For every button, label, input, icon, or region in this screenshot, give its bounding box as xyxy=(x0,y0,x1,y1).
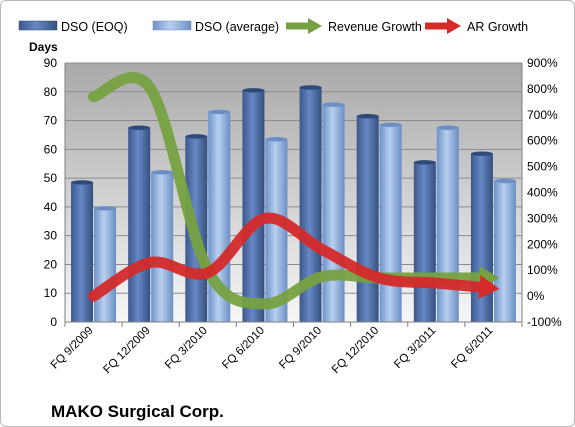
legend-arrow-revenue-growth xyxy=(308,18,322,34)
y-axis-label: Days xyxy=(29,40,58,54)
y-tick-label: 0 xyxy=(50,315,57,329)
y2-tick-label: 200% xyxy=(527,237,558,251)
bar-cap xyxy=(413,160,436,165)
y2-tick-label: 300% xyxy=(527,211,558,225)
bar-dso-eoq xyxy=(413,162,436,322)
bar-dso-eoq xyxy=(299,87,322,322)
bar-dso-eoq xyxy=(71,182,94,322)
legend-label-ar-growth: AR Growth xyxy=(467,20,528,34)
bar-cap xyxy=(470,151,493,156)
y2-tick-label: -100% xyxy=(527,315,562,329)
bar-dso-eoq xyxy=(356,116,379,322)
legend: DSO (EOQ) DSO (average) Revenue Growth AR G… xyxy=(18,18,528,34)
x-tick-label: FQ 3/2010 xyxy=(163,325,210,372)
bar-dso-average xyxy=(94,208,117,322)
legend-label-revenue-growth: Revenue Growth xyxy=(328,20,422,34)
bar-dso-average xyxy=(322,104,345,322)
y2-tick-label: 800% xyxy=(527,82,558,96)
bar-cap xyxy=(265,137,288,142)
y-tick-label: 30 xyxy=(44,229,58,243)
bar-cap xyxy=(185,134,208,139)
x-tick-label: FQ 3/2011 xyxy=(392,325,438,371)
x-tick-label: FQ 6/2010 xyxy=(220,325,267,372)
legend-label-dso-eoq: DSO (EOQ) xyxy=(61,20,128,34)
y-tick-label: 80 xyxy=(44,85,58,99)
x-tick-label: FQ 12/2010 xyxy=(330,325,381,376)
bar-dso-eoq xyxy=(242,90,265,322)
y-tick-label: 50 xyxy=(44,171,58,185)
bar-dso-eoq xyxy=(128,127,151,322)
y2-tick-label: 500% xyxy=(527,160,558,174)
bar-cap xyxy=(208,109,231,115)
y-tick-label: 90 xyxy=(44,56,58,70)
x-tick-label: FQ 12/2009 xyxy=(101,325,152,376)
y2-tick-label: 900% xyxy=(527,56,558,70)
arrowhead-ar-growth xyxy=(478,275,500,300)
y2-tick-label: 0% xyxy=(527,289,545,303)
chart-title: MAKO Surgical Corp. xyxy=(51,402,224,421)
bar-cap xyxy=(242,88,265,93)
legend-arrow-ar-growth xyxy=(447,18,461,34)
bar-dso-average xyxy=(493,180,516,322)
y-tick-label: 60 xyxy=(44,142,58,156)
bar-cap xyxy=(436,125,459,130)
legend-swatch-dso-average xyxy=(152,20,192,31)
legend-label-dso-average: DSO (average) xyxy=(195,20,279,34)
bar-cap xyxy=(379,122,402,128)
y-tick-label: 10 xyxy=(44,286,58,300)
bar-cap xyxy=(128,125,151,130)
bar-dso-average xyxy=(151,172,174,322)
x-tick-label: FQ 6/2011 xyxy=(449,325,495,371)
bar-cap xyxy=(356,114,379,119)
bar-dso-average xyxy=(436,127,459,322)
bar-cap xyxy=(322,102,345,107)
line-ar-growth xyxy=(88,212,485,302)
bar-cap xyxy=(94,206,117,211)
line-series xyxy=(88,72,500,310)
bar-cap xyxy=(299,85,322,90)
y-tick-label: 70 xyxy=(44,114,58,128)
bar-cap xyxy=(493,178,516,184)
y-tick-label: 20 xyxy=(44,257,58,271)
bar-dso-average xyxy=(265,139,288,322)
y2-tick-label: 400% xyxy=(527,186,558,200)
y2-tick-label: 600% xyxy=(527,134,558,148)
x-tick-label: FQ 9/2009 xyxy=(49,325,96,372)
legend-swatch-dso-eoq xyxy=(18,20,58,31)
y-tick-label: 40 xyxy=(44,200,58,214)
x-tick-label: FQ 9/2010 xyxy=(277,325,324,372)
y2-tick-label: 100% xyxy=(527,263,558,277)
bar-dso-average xyxy=(379,124,402,322)
bar-cap xyxy=(151,170,174,175)
bar-cap xyxy=(71,180,94,185)
y2-tick-label: 700% xyxy=(527,108,558,122)
